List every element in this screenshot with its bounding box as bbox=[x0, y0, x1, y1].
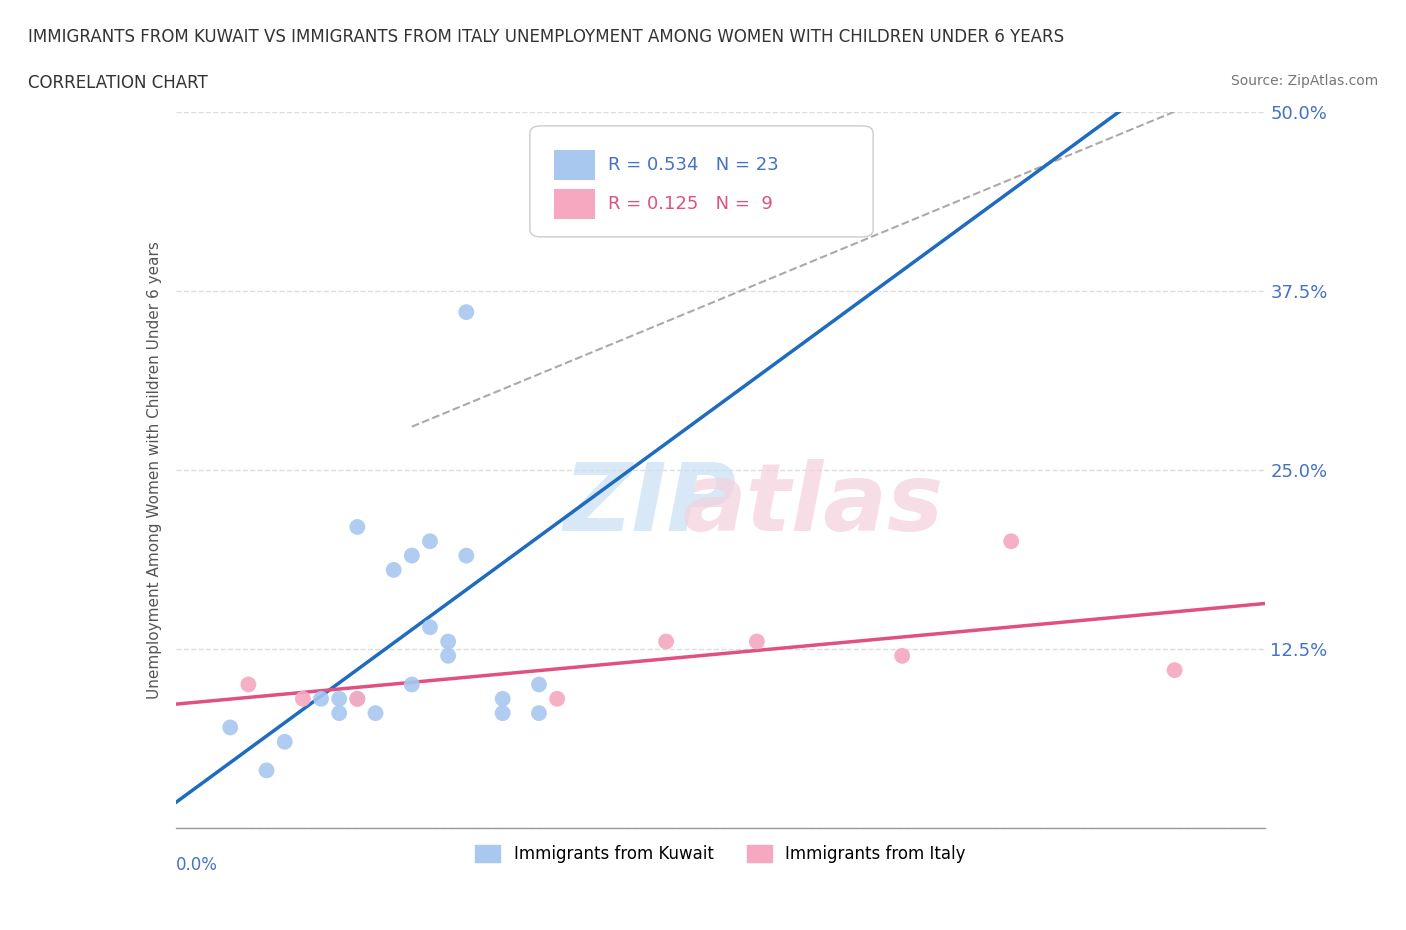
Point bbox=[419, 534, 441, 549]
Point bbox=[364, 706, 387, 721]
Point bbox=[328, 706, 350, 721]
Bar bbox=[554, 150, 595, 179]
Text: R = 0.534   N = 23: R = 0.534 N = 23 bbox=[609, 155, 779, 174]
Point bbox=[238, 677, 260, 692]
Point bbox=[291, 691, 314, 706]
Point bbox=[546, 691, 568, 706]
Bar bbox=[554, 189, 595, 219]
Point bbox=[1163, 663, 1185, 678]
Point bbox=[274, 735, 297, 750]
Text: 0.0%: 0.0% bbox=[176, 857, 218, 874]
Point bbox=[437, 648, 460, 663]
Point bbox=[1000, 534, 1022, 549]
FancyBboxPatch shape bbox=[530, 126, 873, 237]
Point bbox=[492, 706, 515, 721]
Point bbox=[456, 548, 478, 563]
Text: atlas: atlas bbox=[682, 459, 943, 551]
Point bbox=[382, 563, 405, 578]
Text: IMMIGRANTS FROM KUWAIT VS IMMIGRANTS FROM ITALY UNEMPLOYMENT AMONG WOMEN WITH CH: IMMIGRANTS FROM KUWAIT VS IMMIGRANTS FRO… bbox=[28, 28, 1064, 46]
Point bbox=[527, 706, 550, 721]
Point bbox=[219, 720, 242, 735]
Point bbox=[527, 677, 550, 692]
Point bbox=[437, 634, 460, 649]
Text: R = 0.125   N =  9: R = 0.125 N = 9 bbox=[609, 195, 773, 213]
Legend: Immigrants from Kuwait, Immigrants from Italy: Immigrants from Kuwait, Immigrants from … bbox=[468, 838, 973, 870]
Point bbox=[346, 520, 368, 535]
Point bbox=[619, 219, 641, 233]
Point bbox=[401, 548, 423, 563]
Text: Source: ZipAtlas.com: Source: ZipAtlas.com bbox=[1230, 74, 1378, 88]
Y-axis label: Unemployment Among Women with Children Under 6 years: Unemployment Among Women with Children U… bbox=[146, 241, 162, 698]
Point bbox=[401, 677, 423, 692]
Point bbox=[346, 691, 368, 706]
Point bbox=[745, 634, 768, 649]
Text: ZIP: ZIP bbox=[564, 459, 737, 551]
Point bbox=[655, 634, 678, 649]
Point bbox=[456, 305, 478, 320]
Point bbox=[419, 619, 441, 634]
Point bbox=[309, 691, 332, 706]
Point bbox=[492, 691, 515, 706]
Point bbox=[328, 691, 350, 706]
Point bbox=[346, 691, 368, 706]
Point bbox=[256, 763, 278, 777]
Text: CORRELATION CHART: CORRELATION CHART bbox=[28, 74, 208, 92]
Point bbox=[891, 648, 914, 663]
